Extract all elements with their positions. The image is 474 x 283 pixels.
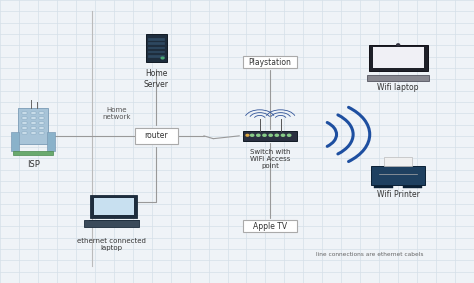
- FancyBboxPatch shape: [39, 132, 44, 134]
- FancyBboxPatch shape: [47, 132, 55, 151]
- Text: Wifi laptop: Wifi laptop: [377, 83, 419, 93]
- Text: Wifi Printer: Wifi Printer: [377, 190, 419, 199]
- FancyBboxPatch shape: [371, 166, 425, 185]
- Text: line connections are ethernet cabels: line connections are ethernet cabels: [316, 252, 423, 257]
- Circle shape: [250, 134, 254, 136]
- FancyBboxPatch shape: [243, 131, 298, 140]
- Circle shape: [287, 134, 291, 136]
- FancyBboxPatch shape: [243, 56, 298, 68]
- Text: Apple TV: Apple TV: [253, 222, 287, 231]
- FancyBboxPatch shape: [84, 220, 138, 227]
- FancyBboxPatch shape: [93, 198, 134, 215]
- FancyBboxPatch shape: [22, 132, 27, 134]
- FancyBboxPatch shape: [384, 157, 412, 166]
- FancyBboxPatch shape: [148, 47, 165, 49]
- FancyBboxPatch shape: [13, 151, 54, 155]
- FancyBboxPatch shape: [148, 42, 165, 45]
- FancyBboxPatch shape: [39, 127, 44, 129]
- FancyBboxPatch shape: [22, 122, 27, 124]
- FancyBboxPatch shape: [148, 55, 165, 58]
- Text: ethernet connected
laptop: ethernet connected laptop: [77, 238, 146, 251]
- FancyBboxPatch shape: [146, 34, 167, 62]
- FancyBboxPatch shape: [31, 112, 36, 114]
- Text: Playstation: Playstation: [249, 58, 292, 67]
- Text: Home
Server: Home Server: [144, 69, 169, 89]
- Circle shape: [257, 134, 260, 136]
- FancyBboxPatch shape: [373, 47, 424, 68]
- FancyBboxPatch shape: [39, 112, 44, 114]
- Circle shape: [246, 134, 249, 136]
- Circle shape: [161, 57, 164, 59]
- Text: Home
network: Home network: [102, 107, 130, 120]
- FancyBboxPatch shape: [22, 112, 27, 114]
- FancyBboxPatch shape: [367, 75, 429, 81]
- FancyBboxPatch shape: [39, 122, 44, 124]
- FancyBboxPatch shape: [374, 186, 393, 188]
- Circle shape: [275, 134, 278, 136]
- Text: router: router: [145, 131, 168, 140]
- FancyBboxPatch shape: [31, 122, 36, 124]
- FancyBboxPatch shape: [22, 127, 27, 129]
- FancyBboxPatch shape: [243, 220, 298, 232]
- FancyBboxPatch shape: [135, 128, 178, 144]
- FancyBboxPatch shape: [90, 195, 137, 218]
- FancyBboxPatch shape: [148, 38, 165, 41]
- FancyBboxPatch shape: [403, 186, 422, 188]
- FancyBboxPatch shape: [31, 127, 36, 129]
- Circle shape: [397, 44, 400, 46]
- FancyBboxPatch shape: [11, 132, 19, 151]
- FancyBboxPatch shape: [148, 51, 165, 53]
- FancyBboxPatch shape: [39, 117, 44, 119]
- Text: Switch with
WiFi Access
point: Switch with WiFi Access point: [250, 149, 291, 169]
- Circle shape: [282, 134, 284, 136]
- Text: ISP: ISP: [27, 160, 40, 169]
- Circle shape: [263, 134, 266, 136]
- FancyBboxPatch shape: [22, 117, 27, 119]
- Circle shape: [269, 134, 272, 136]
- FancyBboxPatch shape: [368, 45, 428, 72]
- FancyBboxPatch shape: [18, 108, 48, 144]
- FancyBboxPatch shape: [31, 132, 36, 134]
- FancyBboxPatch shape: [31, 117, 36, 119]
